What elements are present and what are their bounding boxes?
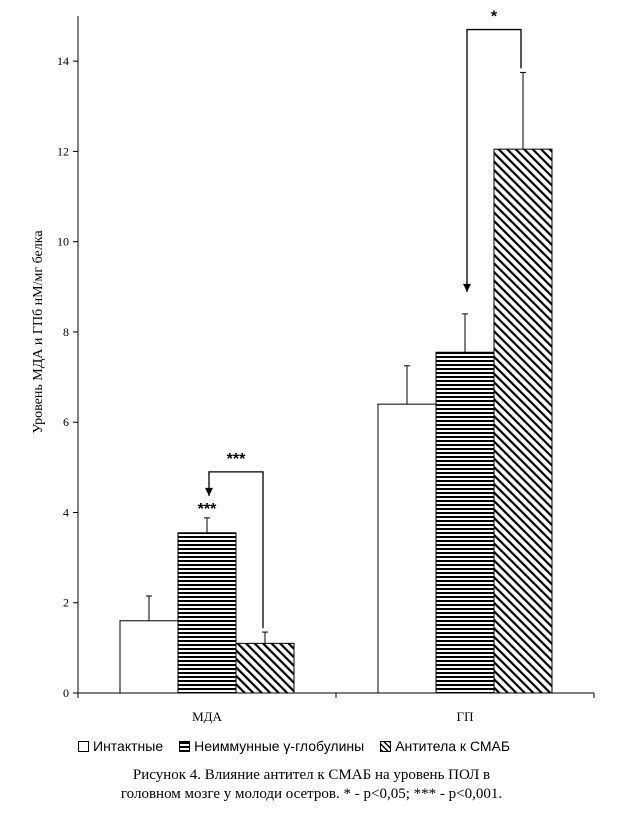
- legend-label: Антитела к СМАБ: [395, 738, 511, 754]
- y-tick-label: 0: [63, 686, 69, 700]
- legend-swatch-diagonal: [380, 740, 392, 752]
- legend-item-antibodies: Антитела к СМАБ: [380, 738, 510, 754]
- legend-swatch-horizontal: [179, 740, 191, 752]
- bar: [177, 532, 237, 694]
- y-axis-label: Уровень МДА и ГПб нМ/мг белка: [31, 230, 46, 434]
- y-tick-label: 4: [63, 505, 69, 519]
- y-tick-label: 14: [57, 54, 69, 68]
- legend-label: Неиммунные γ-глобулины: [194, 738, 365, 754]
- bar: [119, 620, 179, 694]
- y-tick-label: 2: [63, 596, 69, 610]
- legend-item-nonimmune: Неиммунные γ-глобулины: [179, 738, 364, 754]
- significance-label: ***: [227, 451, 246, 468]
- significance-bracket: [466, 28, 522, 292]
- y-tick-label: 8: [63, 325, 69, 339]
- legend-swatch-white: [78, 740, 89, 752]
- bar: [377, 403, 437, 694]
- y-tick-label: 6: [63, 415, 69, 429]
- significance-bracket: [208, 471, 264, 629]
- significance-label: ***: [198, 501, 217, 518]
- bar: [435, 351, 495, 694]
- legend: Интактные Неиммунные γ-глобулины Антител…: [78, 736, 598, 756]
- significance-label: *: [491, 9, 498, 26]
- bracket-arrowhead: [463, 283, 471, 292]
- y-tick-label: 10: [57, 235, 69, 249]
- caption-line-2: головном мозге у молоди осетров. * - p<0…: [120, 786, 503, 802]
- bracket-arrowhead: [205, 487, 213, 496]
- x-tick-label: ГП: [457, 709, 474, 724]
- legend-item-intact: Интактные: [78, 738, 163, 754]
- legend-label: Интактные: [93, 738, 164, 754]
- bar: [493, 148, 553, 694]
- figure-caption: Рисунок 4. Влияние антител к СМАБ на уро…: [0, 766, 623, 804]
- x-tick-label: МДА: [192, 709, 222, 724]
- bar: [235, 642, 295, 694]
- caption-line-1: Рисунок 4. Влияние антител к СМАБ на уро…: [132, 767, 491, 783]
- y-tick-label: 12: [57, 144, 69, 158]
